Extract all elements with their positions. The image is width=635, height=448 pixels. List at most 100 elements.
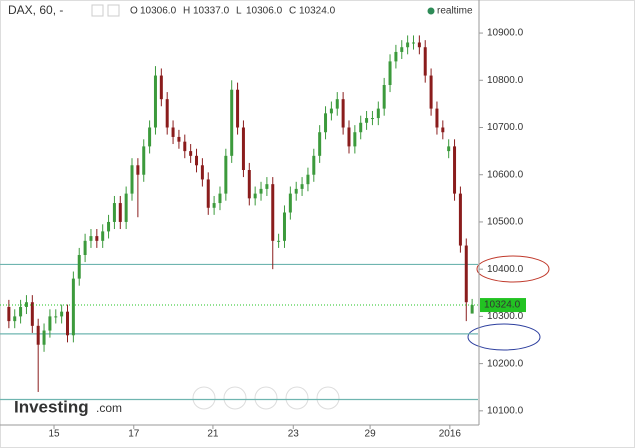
candle-body [376, 108, 380, 119]
candle-body [60, 311, 64, 317]
candle-body [101, 231, 105, 241]
candle-body [365, 118, 369, 123]
candle-body [218, 193, 222, 204]
candle-body [329, 108, 333, 114]
candle-body [230, 89, 234, 156]
x-tick-label: 29 [365, 429, 377, 440]
candle-body [423, 47, 427, 76]
y-tick-label: 10100.0 [487, 405, 524, 416]
ohlc-label: C [289, 6, 296, 17]
candle-body [294, 188, 298, 194]
candle-body [417, 42, 421, 48]
candle-body [441, 127, 445, 133]
last-price-label: 10324.0 [484, 300, 521, 311]
candle-body [95, 236, 99, 241]
x-tick-label: 21 [207, 429, 219, 440]
candle-body [318, 132, 322, 156]
candle-body [212, 203, 216, 208]
x-tick-label: 17 [128, 429, 140, 440]
y-tick-label: 10900.0 [487, 28, 524, 39]
y-tick-label: 10300.0 [487, 311, 524, 322]
icon[interactable] [107, 4, 120, 17]
candle-body [382, 85, 386, 109]
candle-body [30, 302, 34, 326]
candle-body [195, 155, 199, 166]
candle-body [165, 99, 169, 128]
candle-body [241, 127, 245, 170]
candle-body [224, 155, 228, 194]
candle-body [388, 61, 392, 85]
candle-body [42, 330, 46, 345]
status-dot [427, 7, 435, 15]
watermark: Investing [14, 397, 89, 416]
candle-body [370, 118, 374, 120]
candle-body [447, 146, 451, 152]
candle-body [13, 316, 17, 322]
icon[interactable] [91, 4, 104, 17]
candle-body [130, 165, 134, 194]
candle-body [277, 240, 281, 242]
candle-body [253, 193, 257, 199]
annotation-ellipse [476, 255, 550, 283]
candle-body [259, 188, 263, 194]
candle-body [7, 306, 11, 322]
candle-body [66, 311, 70, 336]
candle-body [347, 127, 351, 147]
candle-body [171, 127, 175, 137]
candle-body [271, 184, 275, 241]
ohlc-value: 10337.0 [193, 6, 230, 17]
candle-body [312, 155, 316, 175]
nav-button[interactable] [254, 386, 278, 410]
candle-body [400, 47, 404, 52]
ohlc-label: H [183, 6, 190, 17]
candle-body [359, 122, 363, 133]
candle-body [324, 113, 328, 133]
candle-body [89, 236, 93, 241]
candle-body [159, 75, 163, 100]
nav-button[interactable] [316, 386, 340, 410]
candle-body [206, 179, 210, 208]
candle-body [335, 99, 339, 109]
y-tick-label: 10200.0 [487, 358, 524, 369]
ohlc-header: O 10306.0 H 10337.0 L 10306.0 C 10324.0 [130, 6, 336, 17]
candle-body [435, 108, 439, 128]
y-tick-label: 10800.0 [487, 75, 524, 86]
candle-body [429, 75, 433, 109]
candle-body [36, 325, 40, 345]
nav-button[interactable] [192, 386, 216, 410]
candle-body [394, 51, 398, 62]
candle-body [77, 255, 81, 279]
candle-body [153, 75, 157, 128]
ohlc-label: O [130, 6, 138, 17]
x-tick-label: 23 [288, 429, 300, 440]
nav-button[interactable] [223, 386, 247, 410]
last-price-box [480, 298, 526, 313]
candle-body [183, 141, 187, 152]
candle-body [306, 174, 310, 185]
candle-body [236, 89, 240, 128]
candle-body [288, 193, 292, 213]
candle-body [148, 127, 152, 147]
candle-body [189, 151, 193, 156]
watermark: .com [96, 401, 122, 415]
candle-body [282, 212, 286, 241]
nav-button[interactable] [285, 386, 309, 410]
candle-body [54, 316, 58, 318]
ohlc-label: L [236, 6, 242, 17]
ohlc-value: 10306.0 [246, 6, 283, 17]
candle-body [112, 203, 116, 222]
y-tick-label: 10700.0 [487, 122, 524, 133]
candle-body [19, 306, 23, 317]
candle-body [300, 184, 304, 189]
candle-body [453, 146, 457, 194]
y-tick-label: 10400.0 [487, 264, 524, 275]
candle-body [265, 184, 269, 189]
annotation-ellipse [467, 323, 541, 351]
candle-body [458, 193, 462, 246]
ohlc-value: 10306.0 [140, 6, 177, 17]
candle-body [136, 165, 140, 175]
candle-body [83, 240, 87, 255]
candle-body [200, 165, 204, 180]
candle-body [464, 245, 468, 303]
